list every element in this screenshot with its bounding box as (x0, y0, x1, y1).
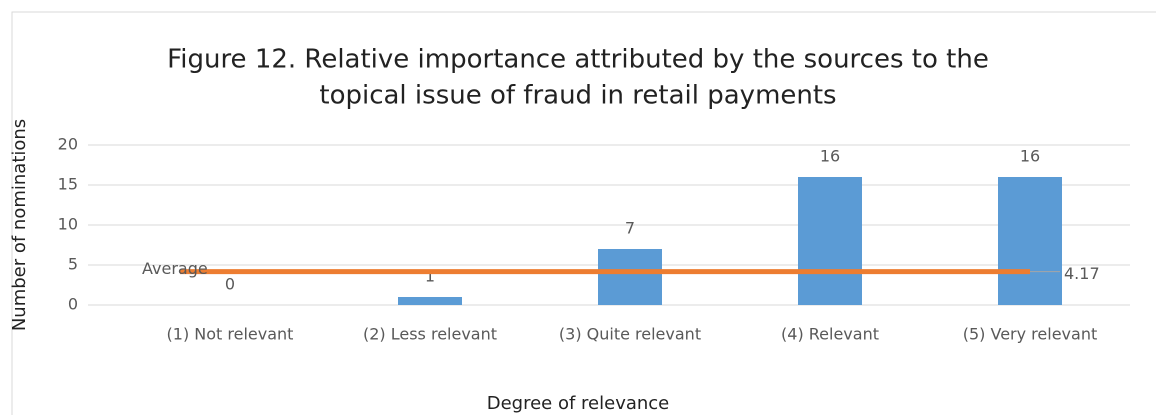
x-axis-title: Degree of relevance (487, 393, 670, 414)
x-tick-label: (1) Not relevant (167, 325, 294, 344)
data-label: 16 (820, 147, 840, 166)
y-tick-label: 15 (58, 175, 78, 194)
y-tick-label: 5 (68, 255, 78, 274)
bar (398, 297, 462, 305)
chart-title: Figure 12. Relative importance attribute… (167, 45, 989, 75)
x-tick-label: (4) Relevant (781, 325, 879, 344)
data-label: 7 (625, 219, 635, 238)
y-axis-title: Number of nominations (9, 119, 30, 331)
y-tick-label: 0 (68, 295, 78, 314)
bar (598, 249, 662, 305)
bar (998, 177, 1062, 305)
x-tick-label: (3) Quite relevant (559, 325, 701, 344)
x-tick-label: (2) Less relevant (363, 325, 497, 344)
chart-frame (11, 11, 1156, 415)
data-label: 4.17 (1064, 264, 1100, 283)
data-label: 0 (225, 275, 235, 294)
series-label: Average (142, 259, 208, 278)
x-tick-label: (5) Very relevant (963, 325, 1097, 344)
y-tick-label: 10 (58, 215, 78, 234)
chart-title: topical issue of fraud in retail payment… (319, 81, 836, 111)
y-tick-label: 20 (58, 135, 78, 154)
data-label: 1 (425, 267, 435, 286)
data-label: 16 (1020, 147, 1040, 166)
bar (798, 177, 862, 305)
